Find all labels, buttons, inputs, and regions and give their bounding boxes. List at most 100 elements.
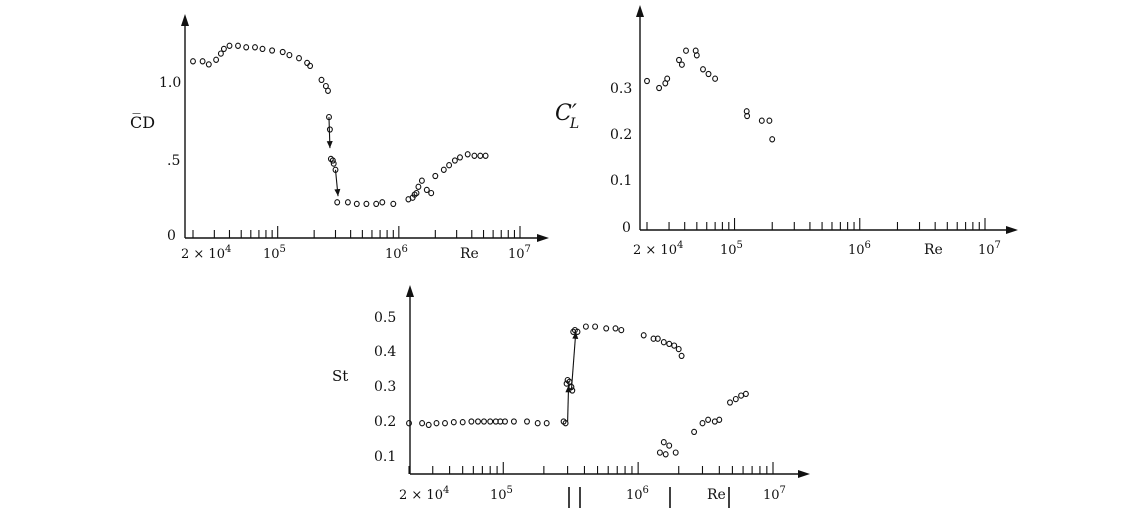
data-point (676, 56, 682, 64)
strouhal-number-chart: St 0.1 0.2 0.3 0.4 0.5 2 × 104 105 106 R… (332, 285, 810, 508)
data-point (296, 55, 302, 62)
data-point (451, 157, 458, 164)
data-point (603, 325, 610, 332)
data-point (700, 66, 706, 73)
data-point (678, 61, 685, 68)
data-point (592, 323, 599, 330)
data-point (433, 420, 440, 427)
data-point (363, 200, 370, 208)
data-points (406, 323, 749, 458)
data-point (418, 177, 425, 184)
x-axis-ticks (192, 226, 521, 238)
data-point (562, 420, 569, 427)
data-point (705, 416, 712, 423)
data-point (406, 420, 412, 427)
data-point (205, 61, 212, 68)
data-point (612, 325, 619, 332)
x-tick-label: 105 (490, 485, 513, 503)
data-point (705, 70, 712, 78)
transition-arrowhead (565, 385, 572, 393)
data-point (693, 52, 700, 59)
data-point (334, 199, 341, 206)
y-axis-arrowhead (636, 5, 644, 17)
data-point (217, 50, 224, 57)
data-point (582, 323, 589, 330)
x-axis-arrowhead (537, 234, 549, 242)
data-point (353, 200, 360, 208)
data-point (732, 395, 739, 403)
data-point (477, 152, 484, 159)
data-point (419, 420, 426, 427)
data-point (563, 380, 570, 387)
x-tick-label: 106 (626, 485, 649, 503)
x-tick-label: 2 × 104 (181, 244, 231, 262)
transition-arrowhead (572, 331, 579, 340)
drag-coefficient-chart: C̅D 0 .5 1.0 2 × 104 105 106 Re 107 (130, 14, 549, 262)
data-point (671, 342, 678, 349)
data-point (415, 183, 422, 190)
data-point (656, 84, 663, 92)
data-point (675, 345, 682, 353)
data-point (269, 47, 276, 54)
data-point (457, 154, 463, 161)
y-tick-label: 1.0 (159, 75, 181, 91)
transition-arrowhead (334, 188, 341, 197)
data-point (716, 416, 723, 423)
data-point (468, 418, 475, 425)
data-point (664, 75, 671, 82)
x-tick-label: 2 × 104 (399, 485, 449, 503)
data-point (425, 421, 432, 429)
data-point (742, 390, 749, 398)
data-point (442, 420, 448, 427)
x-axis-arrowhead (798, 470, 810, 478)
transition-arrowhead (326, 141, 333, 149)
data-point (446, 162, 453, 169)
y-axis-label: C′L (555, 101, 579, 132)
data-point (656, 449, 663, 456)
x-tick-label: 105 (263, 244, 286, 262)
x-tick-label: 107 (508, 244, 531, 262)
data-point (286, 51, 293, 59)
data-point (699, 420, 706, 427)
data-point (344, 199, 351, 206)
y-tick-label: 0.2 (610, 127, 632, 143)
y-axis-arrowhead (181, 14, 189, 26)
data-point (666, 442, 673, 449)
data-point (534, 420, 541, 427)
data-point (678, 352, 685, 360)
data-point (502, 418, 508, 425)
data-point (329, 157, 336, 164)
y-tick-label: 0.2 (374, 414, 396, 430)
x-axis-ticks (646, 218, 986, 230)
data-point (660, 339, 667, 346)
x-axis-label: Re (460, 246, 479, 262)
data-point (432, 172, 439, 180)
y-tick-label: 0.3 (610, 81, 632, 97)
x-tick-label: 105 (720, 240, 743, 258)
y-tick-label: 0.3 (374, 379, 396, 395)
x-tick-label: 106 (385, 244, 408, 262)
data-point (220, 45, 227, 53)
data-point (510, 418, 517, 425)
data-point (654, 335, 661, 342)
y-tick-label: 0 (167, 228, 176, 244)
data-point (199, 58, 206, 65)
y-tick-label: 0.1 (374, 449, 396, 465)
data-point (683, 47, 689, 54)
data-point (279, 48, 286, 56)
y-axis-arrowhead (406, 285, 414, 297)
data-point (413, 189, 420, 197)
data-point (481, 418, 487, 425)
data-point (226, 42, 233, 49)
data-point (475, 418, 481, 425)
lift-coefficient-chart: C′L 0 0.1 0.2 0.3 2 × 104 105 106 Re 107 (555, 5, 1018, 258)
data-point (727, 399, 733, 406)
data-point (766, 117, 773, 124)
data-point (423, 186, 430, 194)
data-point (235, 42, 241, 49)
data-point (644, 77, 650, 85)
x-tick-label: 106 (848, 240, 871, 258)
data-point (744, 112, 751, 120)
data-point (524, 418, 530, 425)
